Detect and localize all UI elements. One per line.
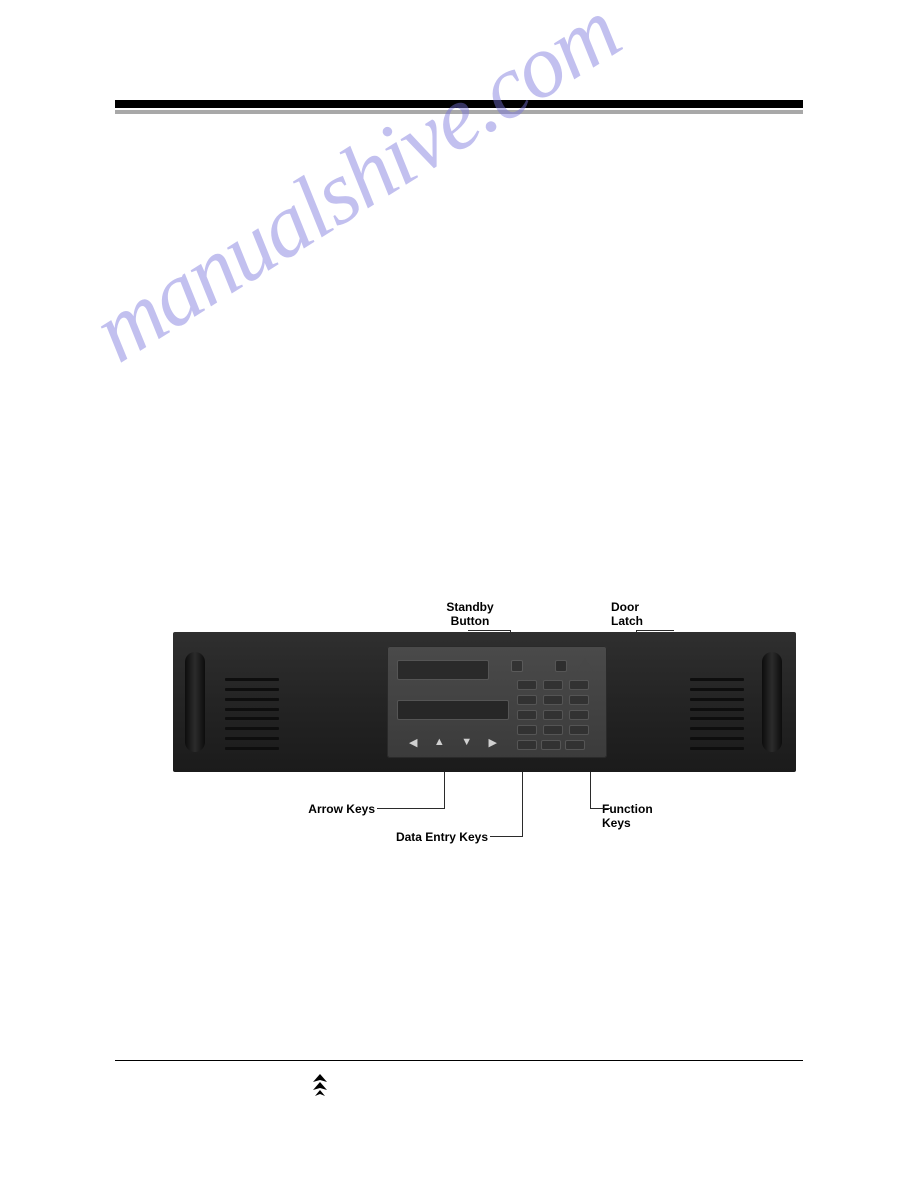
vent-slot (690, 688, 744, 691)
function-key (517, 680, 537, 690)
function-key-col-a (517, 680, 539, 735)
data-entry-key-row (517, 740, 585, 750)
function-key (517, 725, 537, 735)
vent-slot (225, 717, 279, 720)
rack-handle-left (179, 642, 213, 762)
handle-grip (762, 652, 782, 752)
vent-slot (225, 688, 279, 691)
vent-slot (225, 698, 279, 701)
footer-logo-icon (305, 1072, 335, 1098)
vent-left (225, 678, 279, 750)
leader-standby-h (468, 630, 511, 631)
vent-slot (690, 698, 744, 701)
leader-door-h (636, 630, 674, 631)
data-key (541, 740, 561, 750)
vent-slot (690, 717, 744, 720)
function-key (569, 680, 589, 690)
function-key (517, 695, 537, 705)
vent-right (690, 678, 744, 750)
vent-slot (225, 737, 279, 740)
control-panel: ◀ ▲ ▼ ▶ (387, 646, 607, 758)
label-standby-button: StandbyButton (430, 600, 510, 629)
function-key (543, 725, 563, 735)
watermark-text: manualshive.com (75, 0, 636, 383)
handle-grip (185, 652, 205, 752)
function-key (543, 710, 563, 720)
rack-handle-right (756, 642, 790, 762)
function-key (569, 725, 589, 735)
arrow-right-icon: ▶ (489, 736, 497, 748)
document-page: manualshive.com StandbyButton DoorLatch … (0, 0, 918, 1188)
function-key (517, 710, 537, 720)
arrow-left-icon: ◀ (409, 736, 417, 748)
function-key (543, 680, 563, 690)
data-key (517, 740, 537, 750)
arrow-key-row: ◀ ▲ ▼ ▶ (409, 736, 497, 748)
vent-slot (690, 727, 744, 730)
leader-func-h3 (590, 808, 610, 809)
vent-slot (225, 678, 279, 681)
device-chassis: ◀ ▲ ▼ ▶ (173, 632, 796, 772)
leader-data-h (490, 836, 523, 837)
function-key (543, 695, 563, 705)
function-key (569, 710, 589, 720)
warning-triangle-icon (577, 658, 593, 671)
function-key-col-b (543, 680, 565, 735)
vent-slot (690, 747, 744, 750)
arrow-up-icon: ▲ (434, 736, 445, 748)
header-rule-thick (115, 100, 803, 108)
data-key (565, 740, 585, 750)
vent-slot (690, 737, 744, 740)
function-key-col-c (569, 680, 591, 735)
standby-button (511, 660, 523, 672)
label-data-entry-keys: Data Entry Keys (378, 830, 488, 844)
label-door-latch: DoorLatch (611, 600, 671, 629)
digital-meter (397, 660, 489, 680)
vent-slot (225, 727, 279, 730)
footer-rule (115, 1060, 803, 1061)
vfd-display (397, 700, 509, 720)
label-arrow-keys: Arrow Keys (300, 802, 375, 816)
header-rule-thin (115, 110, 803, 114)
arrow-down-icon: ▼ (461, 736, 472, 748)
leader-arrow-h (377, 808, 445, 809)
vent-slot (225, 747, 279, 750)
door-latch (555, 660, 567, 672)
label-function-keys: FunctionKeys (602, 802, 672, 831)
function-key (569, 695, 589, 705)
vent-slot (690, 678, 744, 681)
vent-slot (225, 708, 279, 711)
vent-slot (690, 708, 744, 711)
